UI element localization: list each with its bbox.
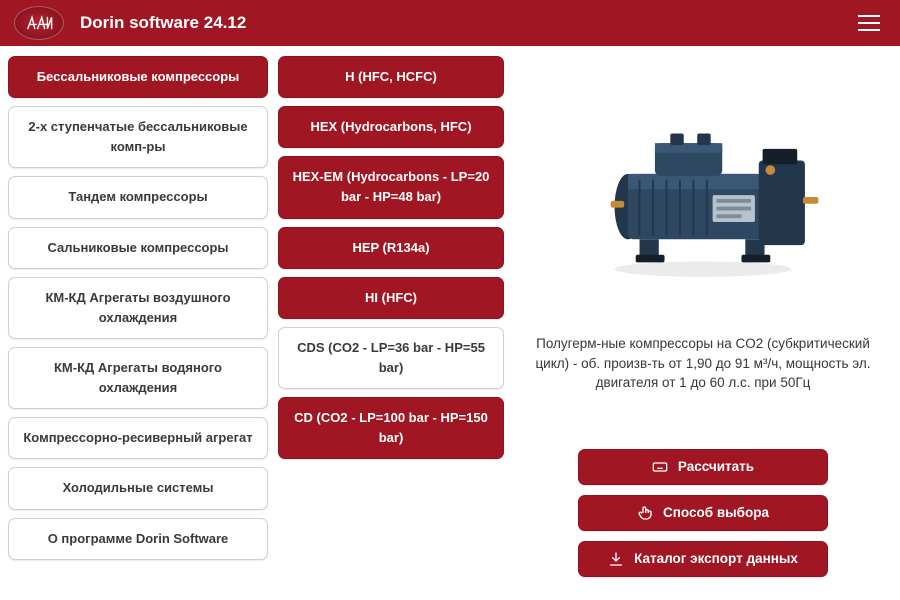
category-item-label: О программе Dorin Software: [48, 529, 229, 549]
category-item[interactable]: Сальниковые компрессоры: [8, 227, 268, 269]
range-item[interactable]: HEP (R134a): [278, 227, 504, 269]
range-item[interactable]: HEX-EM (Hydrocarbons - LP=20 bar - HP=48…: [278, 156, 504, 218]
range-item-label: H (HFC, HCFC): [345, 67, 437, 87]
range-item[interactable]: H (HFC, HCFC): [278, 56, 504, 98]
range-item[interactable]: HEX (Hydrocarbons, HFC): [278, 106, 504, 148]
brand-logo: [14, 6, 64, 40]
category-item-label: 2-х ступенчатые бессальниковые комп-ры: [17, 117, 259, 157]
category-item-label: Компрессорно-ресиверный агрегат: [23, 428, 252, 448]
app-header: Dorin software 24.12: [0, 0, 900, 46]
category-item[interactable]: О программе Dorin Software: [8, 518, 268, 560]
range-item-label: HEX (Hydrocarbons, HFC): [310, 117, 471, 137]
range-item-label: CD (CO2 - LP=100 bar - HP=150 bar): [287, 408, 495, 448]
app-title: Dorin software 24.12: [80, 13, 858, 33]
category-item[interactable]: Тандем компрессоры: [8, 176, 268, 218]
category-item[interactable]: КМ-КД Агрегаты воздушного охлаждения: [8, 277, 268, 339]
hamburger-menu-button[interactable]: [858, 9, 886, 37]
category-item-label: КМ-КД Агрегаты водяного охлаждения: [17, 358, 259, 398]
range-item-label: HI (HFC): [365, 288, 417, 308]
range-item-label: CDS (CO2 - LP=36 bar - HP=55 bar): [287, 338, 495, 378]
brand-logo-icon: [25, 13, 53, 33]
download-icon: [608, 551, 624, 567]
category-item[interactable]: КМ-КД Агрегаты водяного охлаждения: [8, 347, 268, 409]
range-item[interactable]: HI (HFC): [278, 277, 504, 319]
main-body: Бессальниковые компрессоры 2-х ступенчаты…: [0, 46, 900, 600]
category-item-label: Сальниковые компрессоры: [47, 238, 228, 258]
category-item-label: Тандем компрессоры: [68, 187, 207, 207]
range-item[interactable]: CD (CO2 - LP=100 bar - HP=150 bar): [278, 397, 504, 459]
calculate-button[interactable]: Рассчитать: [578, 449, 828, 485]
keyboard-icon: [652, 459, 668, 475]
export-catalog-button-label: Каталог экспорт данных: [634, 551, 798, 566]
hand-pointer-icon: [637, 505, 653, 521]
range-menu: H (HFC, HCFC) HEX (Hydrocarbons, HFC) HEX-…: [278, 56, 504, 592]
category-item-label: Бессальниковые компрессоры: [37, 67, 240, 87]
category-item[interactable]: Бессальниковые компрессоры: [8, 56, 268, 98]
export-catalog-button[interactable]: Каталог экспорт данных: [578, 541, 828, 577]
category-item[interactable]: Холодильные системы: [8, 467, 268, 509]
category-item-label: КМ-КД Агрегаты воздушного охлаждения: [17, 288, 259, 328]
range-item-label: HEX-EM (Hydrocarbons - LP=20 bar - HP=48…: [287, 167, 495, 207]
product-description: Полугерм-ные компрессоры на CO2 (субкрит…: [522, 334, 884, 393]
selection-method-button[interactable]: Способ выбора: [578, 495, 828, 531]
range-item-label: HEP (R134a): [352, 238, 429, 258]
product-image: [578, 92, 828, 302]
calculate-button-label: Рассчитать: [678, 459, 754, 474]
category-item[interactable]: Компрессорно-ресиверный агрегат: [8, 417, 268, 459]
category-item[interactable]: 2-х ступенчатые бессальниковые комп-ры: [8, 106, 268, 168]
selection-method-button-label: Способ выбора: [663, 505, 769, 520]
category-menu: Бессальниковые компрессоры 2-х ступенчаты…: [8, 56, 268, 592]
action-buttons: Рассчитать Способ выбора: [578, 449, 828, 577]
product-panel: Полугерм-ные компрессоры на CO2 (субкрит…: [514, 56, 892, 592]
category-item-label: Холодильные системы: [63, 478, 214, 498]
range-item[interactable]: CDS (CO2 - LP=36 bar - HP=55 bar): [278, 327, 504, 389]
